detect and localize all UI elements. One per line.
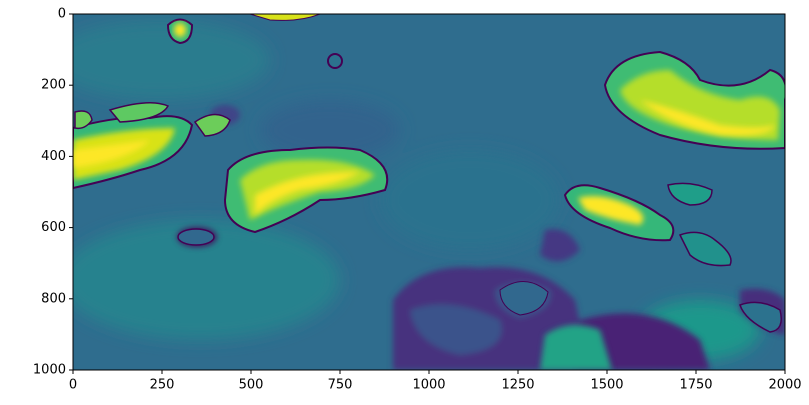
x-tick-label: 1000 <box>412 378 445 393</box>
x-tick-label: 500 <box>239 378 264 393</box>
x-tick-label: 2000 <box>768 378 801 393</box>
y-tick-label: 0 <box>58 7 66 22</box>
x-tick-label: 1250 <box>501 378 534 393</box>
chart: 0 250 500 750 1000 1250 1500 1750 2000 0 200 400 600… <box>0 0 809 405</box>
image <box>50 14 786 370</box>
x-tick-label: 1500 <box>590 378 623 393</box>
y-tick-label: 800 <box>41 291 66 306</box>
y-tick-label: 600 <box>41 220 66 235</box>
x-tick-label: 0 <box>69 378 77 393</box>
x-tick-label: 1750 <box>679 378 712 393</box>
x-tick-label: 750 <box>328 378 353 393</box>
y-tick-label: 400 <box>41 149 66 164</box>
y-tick-label: 1000 <box>33 363 66 378</box>
y-tick-label: 200 <box>41 78 66 93</box>
x-tick-label: 250 <box>150 378 175 393</box>
